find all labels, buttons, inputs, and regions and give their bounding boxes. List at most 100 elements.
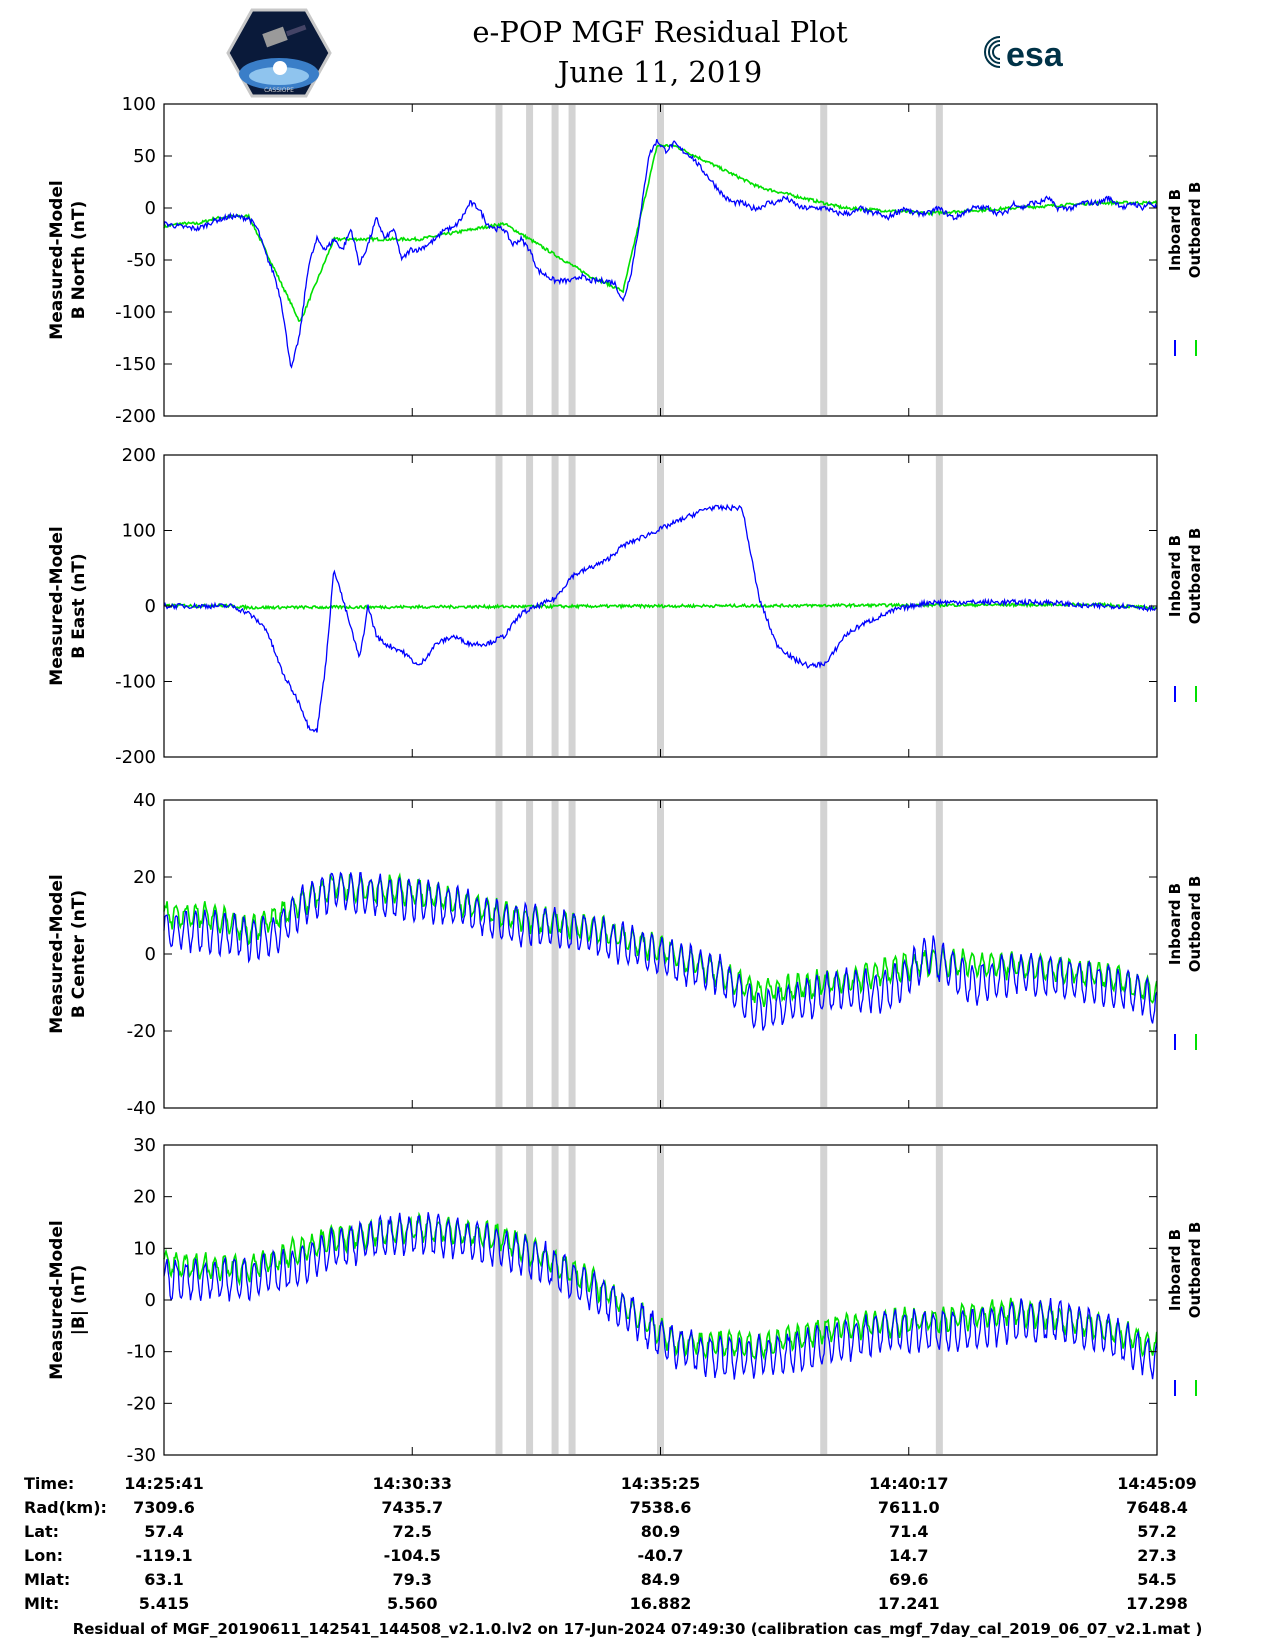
event-marker-3-3 — [568, 1146, 576, 1454]
info-value: 17.298 — [1126, 1594, 1188, 1613]
info-value: 7611.0 — [877, 1498, 940, 1517]
y-tick-label-1-1: 100 — [122, 521, 156, 542]
info-value: 79.3 — [392, 1570, 432, 1589]
info-value: 57.2 — [1137, 1522, 1177, 1541]
y-tick-label-3-3: 0 — [145, 1290, 156, 1311]
y-tick-label-3-4: -10 — [127, 1342, 156, 1363]
y-tick-label-0-0: 100 — [122, 94, 156, 115]
info-value: 69.6 — [889, 1570, 929, 1589]
info-value: -40.7 — [637, 1546, 684, 1565]
info-value: 16.882 — [629, 1594, 692, 1613]
y-tick-label-1-4: -200 — [115, 747, 156, 768]
y-tick-label-0-4: -100 — [115, 302, 156, 323]
legend-inboard-2: Inboard B — [1166, 883, 1184, 965]
y-tick-label-2-3: -20 — [127, 1021, 156, 1042]
event-marker-3-2 — [551, 1146, 559, 1454]
info-value: 84.9 — [640, 1570, 681, 1589]
y-axis-label-3-line1: Measured-Model — [47, 1220, 67, 1379]
legend-inboard-3: Inboard B — [1166, 1229, 1184, 1311]
cassiope-mission-logo: CASSIOPE — [226, 8, 332, 98]
outboard-b-line-1 — [163, 601, 1158, 611]
y-tick-label-3-0: 30 — [133, 1135, 156, 1156]
logo-left-text: CASSIOPE — [264, 87, 294, 94]
inboard-b-line-1 — [163, 503, 1157, 733]
event-marker-2-5 — [820, 801, 828, 1107]
info-value: 7648.4 — [1126, 1498, 1188, 1517]
event-marker-0-3 — [568, 105, 576, 415]
info-value: -119.1 — [135, 1546, 193, 1565]
event-marker-0-0 — [495, 105, 503, 415]
y-tick-label-1-2: 0 — [145, 596, 156, 617]
y-tick-label-3-5: -20 — [127, 1393, 156, 1414]
info-value: 5.560 — [386, 1594, 438, 1613]
y-tick-label-0-1: 50 — [133, 146, 156, 167]
event-marker-0-4 — [657, 105, 664, 415]
y-tick-label-0-2: 0 — [145, 198, 156, 219]
event-marker-3-6 — [935, 1146, 943, 1454]
esa-logo-text: esa — [1006, 36, 1064, 74]
event-marker-2-2 — [551, 801, 559, 1107]
inboard-b-line-0 — [163, 139, 1158, 369]
y-axis-label-1-line1: Measured-Model — [47, 526, 67, 685]
y-tick-label-1-3: -100 — [115, 672, 156, 693]
y-axis-label-2-line1: Measured-Model — [47, 874, 67, 1033]
legend-outboard-3: Outboard B — [1186, 1222, 1204, 1319]
event-marker-0-5 — [820, 105, 828, 415]
y-tick-label-1-0: 200 — [122, 445, 156, 466]
info-value: 7309.6 — [133, 1498, 195, 1517]
inboard-b-line-3 — [163, 1212, 1158, 1380]
event-marker-2-4 — [657, 801, 664, 1107]
info-value: 14:45:09 — [1117, 1474, 1197, 1493]
info-value: 5.415 — [138, 1594, 190, 1613]
event-marker-3-0 — [495, 1146, 503, 1454]
y-tick-label-2-0: 40 — [133, 790, 156, 811]
info-value: 27.3 — [1137, 1546, 1177, 1565]
y-tick-label-0-3: -50 — [127, 250, 156, 271]
y-tick-label-3-6: -30 — [127, 1445, 156, 1466]
y-tick-label-2-4: -40 — [127, 1098, 156, 1119]
event-marker-3-1 — [526, 1146, 534, 1454]
event-marker-0-1 — [526, 105, 534, 415]
y-tick-label-2-2: 0 — [145, 944, 156, 965]
footer-caption: Residual of MGF_20190611_142541_144508_v… — [72, 1620, 1203, 1638]
chart-title: e-POP MGF Residual Plot — [472, 15, 848, 49]
y-axis-label-3-line2: |B| (nT) — [69, 1265, 89, 1336]
y-axis-label-0-line2: B North (nT) — [69, 201, 89, 320]
event-marker-2-6 — [935, 801, 943, 1107]
y-tick-label-3-1: 20 — [133, 1187, 156, 1208]
legend-inboard-1: Inboard B — [1166, 535, 1184, 617]
info-label: Mlt: — [24, 1594, 60, 1613]
y-axis-label-0-line1: Measured-Model — [47, 180, 67, 339]
chart-date: June 11, 2019 — [557, 55, 763, 89]
event-marker-2-3 — [568, 801, 576, 1107]
info-label: Lat: — [24, 1522, 60, 1541]
info-value: 14:25:41 — [124, 1474, 204, 1493]
event-marker-0-2 — [551, 105, 559, 415]
legend-outboard-1: Outboard B — [1186, 528, 1204, 625]
y-tick-label-3-2: 10 — [133, 1238, 156, 1259]
info-value: 14:40:17 — [868, 1474, 949, 1493]
info-value: 80.9 — [640, 1522, 681, 1541]
info-value: 17.241 — [877, 1594, 940, 1613]
event-marker-3-4 — [657, 1146, 664, 1454]
y-tick-label-0-5: -150 — [115, 354, 156, 375]
esa-logo: esa — [984, 36, 1064, 74]
info-value: -104.5 — [383, 1546, 441, 1565]
legend-outboard-0: Outboard B — [1186, 182, 1204, 279]
event-marker-0-6 — [935, 105, 943, 415]
event-marker-2-1 — [526, 801, 534, 1107]
info-label: Mlat: — [24, 1570, 71, 1589]
info-value: 72.5 — [392, 1522, 432, 1541]
event-marker-3-5 — [820, 1146, 828, 1454]
info-value: 14:35:25 — [620, 1474, 701, 1493]
info-value: 7435.7 — [381, 1498, 444, 1517]
info-label: Time: — [24, 1474, 75, 1493]
inboard-b-line-2 — [163, 871, 1158, 1031]
y-axis-label-1-line2: B East (nT) — [69, 553, 89, 658]
info-value: 14.7 — [889, 1546, 929, 1565]
info-label: Rad(km): — [24, 1498, 107, 1517]
y-tick-label-0-6: -200 — [115, 406, 156, 427]
info-value: 63.1 — [144, 1570, 184, 1589]
y-tick-label-2-1: 20 — [133, 867, 156, 888]
